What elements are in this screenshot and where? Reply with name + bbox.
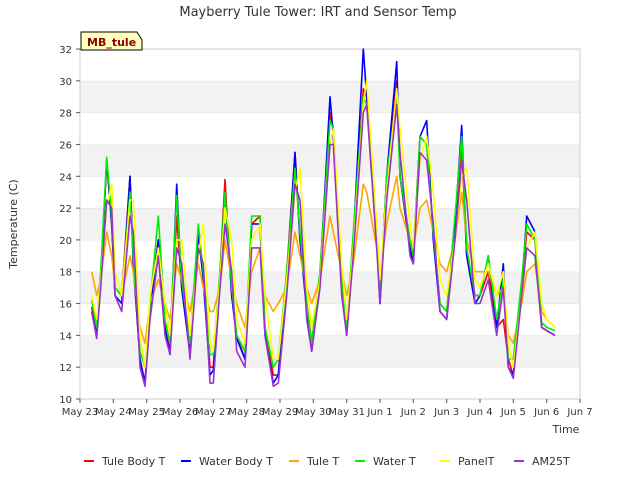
y-tick-label: 14 xyxy=(59,331,72,342)
chart-title: Mayberry Tule Tower: IRT and Sensor Temp xyxy=(179,5,456,20)
x-tick-label: Jun 6 xyxy=(533,407,559,418)
y-axis-ticks: 10 12 14 16 18 20 22 24 26 28 30 32 xyxy=(59,45,80,406)
y-tick-label: 28 xyxy=(59,109,72,120)
grid-band xyxy=(80,49,580,81)
legend-label: Tule T xyxy=(306,455,339,468)
x-tick-label: Jun 7 xyxy=(566,407,592,418)
legend: Tule Body T Water Body T Tule T Water T Pane… xyxy=(84,455,570,468)
y-tick-label: 30 xyxy=(59,77,72,88)
legend-label: Tule Body T xyxy=(101,455,166,468)
site-label-box: MB_tule xyxy=(80,31,143,51)
legend-label: PanelT xyxy=(458,455,495,468)
series-line-panelt xyxy=(90,80,556,368)
series-lines xyxy=(90,48,556,388)
y-tick-label: 18 xyxy=(59,268,72,279)
y-tick-label: 26 xyxy=(59,140,72,151)
site-label: MB_tule xyxy=(87,36,136,49)
legend-label: Water T xyxy=(373,455,416,468)
x-tick-label: Jun 5 xyxy=(500,407,526,418)
grid-band xyxy=(80,367,580,399)
grid-band xyxy=(80,239,580,272)
grid-band xyxy=(80,335,580,368)
grid-band xyxy=(80,208,580,240)
x-tick-label: May 25 xyxy=(128,407,165,418)
y-tick-label: 16 xyxy=(59,300,72,311)
x-tick-label: May 27 xyxy=(195,407,232,418)
x-tick-label: May 26 xyxy=(162,407,199,418)
x-tick-label: May 30 xyxy=(295,407,332,418)
x-tick-label: May 28 xyxy=(228,407,265,418)
y-tick-label: 20 xyxy=(59,236,72,247)
x-axis-label: Time xyxy=(552,423,580,436)
site-label-background xyxy=(80,31,143,51)
x-tick-label: Jun 3 xyxy=(433,407,459,418)
legend-label: Water Body T xyxy=(199,455,273,468)
grid-band xyxy=(80,176,580,209)
legend-label: AM25T xyxy=(532,455,570,468)
x-tick-label: Jun 2 xyxy=(400,407,426,418)
y-tick-label: 12 xyxy=(59,363,72,374)
y-tick-label: 32 xyxy=(59,45,72,56)
x-tick-label: May 29 xyxy=(262,407,299,418)
series-line-am25t xyxy=(90,103,556,388)
x-tick-label: May 31 xyxy=(328,407,365,418)
plot-frame xyxy=(79,48,581,400)
x-tick-label: May 24 xyxy=(95,407,132,418)
y-tick-label: 10 xyxy=(59,395,72,406)
x-tick-label: Jun 1 xyxy=(366,407,392,418)
y-axis-label: Temperature (C) xyxy=(7,179,20,269)
y-tick-label: 22 xyxy=(59,204,72,215)
y-tick-label: 24 xyxy=(59,172,72,183)
x-tick-label: Jun 4 xyxy=(466,407,492,418)
x-tick-label: May 23 xyxy=(62,407,99,418)
